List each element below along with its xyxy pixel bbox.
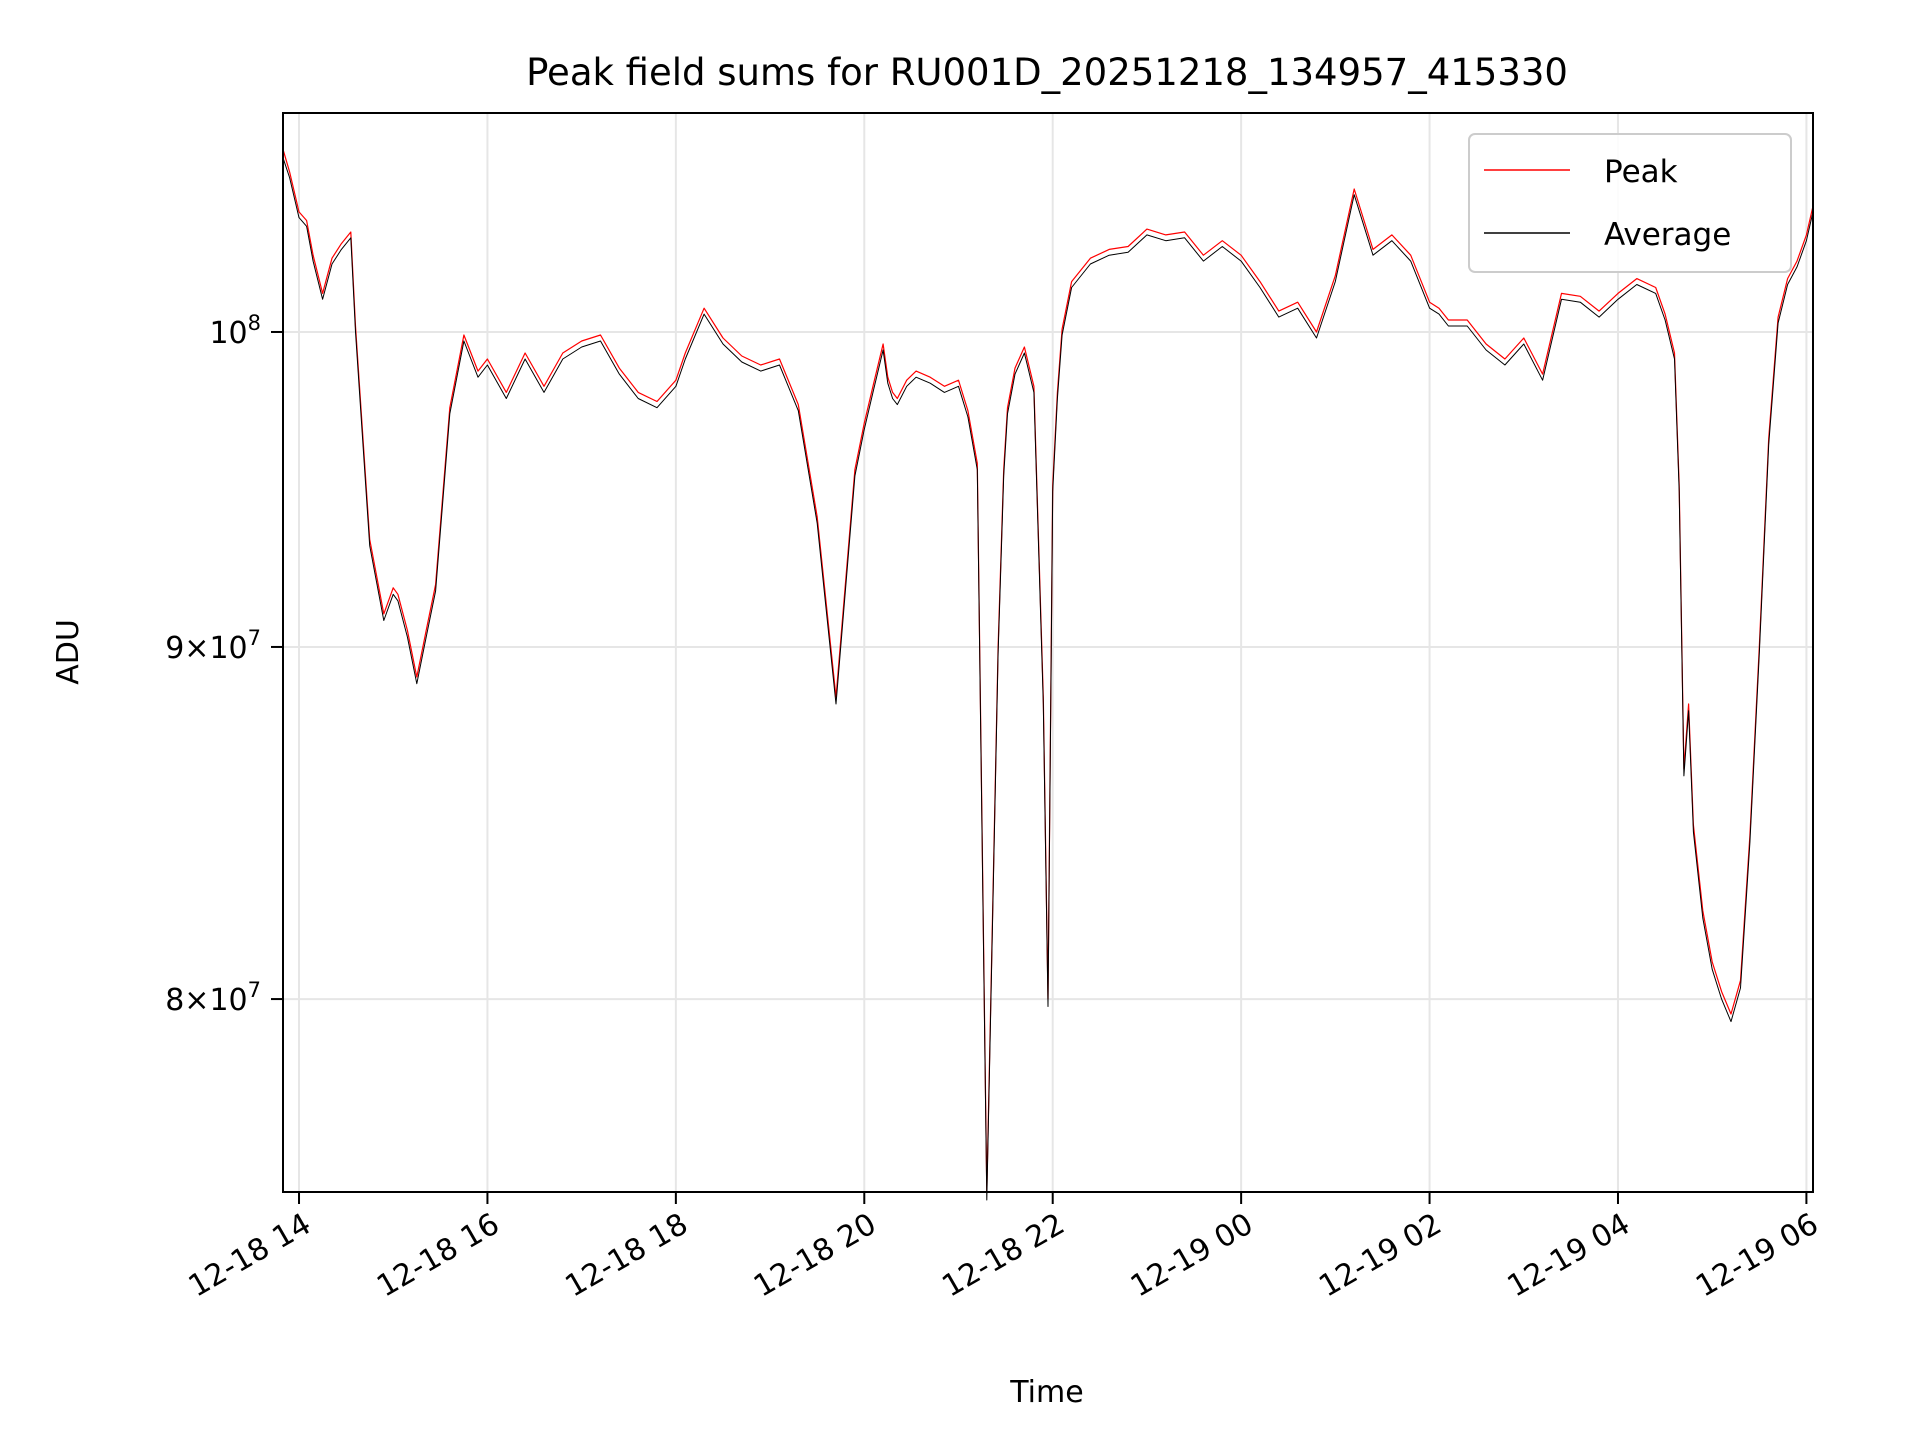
legend-box [1468, 133, 1792, 273]
legend-label-peak: Peak [1604, 154, 1678, 190]
plot-frame [282, 112, 1814, 1193]
legend-label-average: Average [1604, 217, 1731, 253]
series-lines [282, 149, 1814, 1201]
series-line-average [282, 157, 1814, 1201]
series-line-peak [282, 149, 1814, 1193]
legend: Peak Average [1468, 133, 1792, 273]
y-axis-label: ADU [51, 619, 86, 685]
y-tick-label: 9×107 [165, 626, 261, 666]
x-axis-label: Time [1009, 1375, 1083, 1410]
y-axis-ticks: 8×107 9×107 108 [165, 311, 283, 1018]
y-tick-label: 8×107 [165, 978, 261, 1018]
y-tick-label: 108 [209, 311, 261, 351]
chart-title: Peak field sums for RU001D_20251218_1349… [526, 51, 1568, 94]
